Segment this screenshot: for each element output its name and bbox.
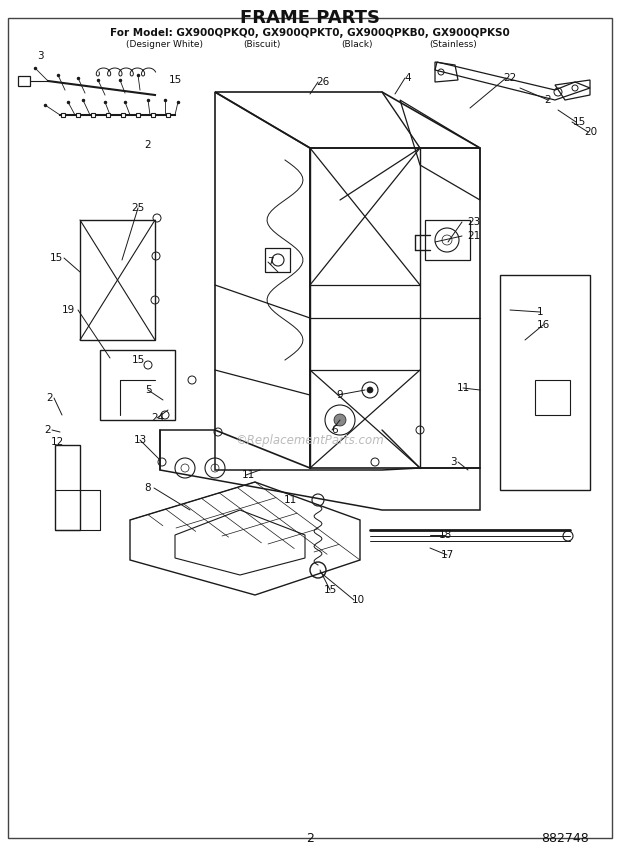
Circle shape: [367, 387, 373, 393]
Text: 6: 6: [332, 425, 339, 435]
Text: 4: 4: [405, 73, 411, 83]
Text: 11: 11: [456, 383, 469, 393]
Text: 5: 5: [144, 385, 151, 395]
Text: 9: 9: [337, 390, 343, 400]
Text: 16: 16: [536, 320, 549, 330]
Text: FRAME PARTS: FRAME PARTS: [240, 9, 380, 27]
Text: 15: 15: [324, 585, 337, 595]
Text: 2: 2: [545, 95, 551, 105]
Text: (Biscuit): (Biscuit): [243, 39, 281, 49]
Text: 2: 2: [144, 140, 151, 150]
Text: 1: 1: [537, 307, 543, 317]
Text: 15: 15: [131, 355, 144, 365]
Text: (Stainless): (Stainless): [429, 39, 477, 49]
Text: 11: 11: [283, 495, 296, 505]
Circle shape: [334, 414, 346, 426]
Text: (Designer White): (Designer White): [126, 39, 203, 49]
Text: 7: 7: [267, 257, 273, 267]
Text: For Model: GX900QPKQ0, GX900QPKT0, GX900QPKB0, GX900QPKS0: For Model: GX900QPKQ0, GX900QPKT0, GX900…: [110, 28, 510, 38]
Text: 22: 22: [503, 73, 516, 83]
Text: 25: 25: [131, 203, 144, 213]
Text: 2: 2: [45, 425, 51, 435]
Text: 11: 11: [241, 470, 255, 480]
Text: 10: 10: [352, 595, 365, 605]
Text: 15: 15: [169, 75, 182, 85]
Text: 15: 15: [50, 253, 63, 263]
Text: 2: 2: [306, 831, 314, 845]
Text: 2: 2: [46, 393, 53, 403]
Text: 19: 19: [61, 305, 74, 315]
Text: 12: 12: [50, 437, 64, 447]
Text: ©ReplacementParts.com: ©ReplacementParts.com: [236, 433, 384, 447]
Text: 13: 13: [133, 435, 146, 445]
Text: 3: 3: [450, 457, 456, 467]
Text: 17: 17: [440, 550, 454, 560]
Text: 20: 20: [585, 127, 598, 137]
Text: (Black): (Black): [341, 39, 373, 49]
Text: 26: 26: [316, 77, 330, 87]
Text: 8: 8: [144, 483, 151, 493]
Text: 18: 18: [438, 530, 451, 540]
Text: 882748: 882748: [541, 831, 589, 845]
Text: 3: 3: [37, 51, 43, 61]
Text: 24: 24: [151, 413, 165, 423]
Text: 15: 15: [572, 117, 586, 127]
Text: 23: 23: [467, 217, 481, 227]
Text: 21: 21: [467, 231, 481, 241]
